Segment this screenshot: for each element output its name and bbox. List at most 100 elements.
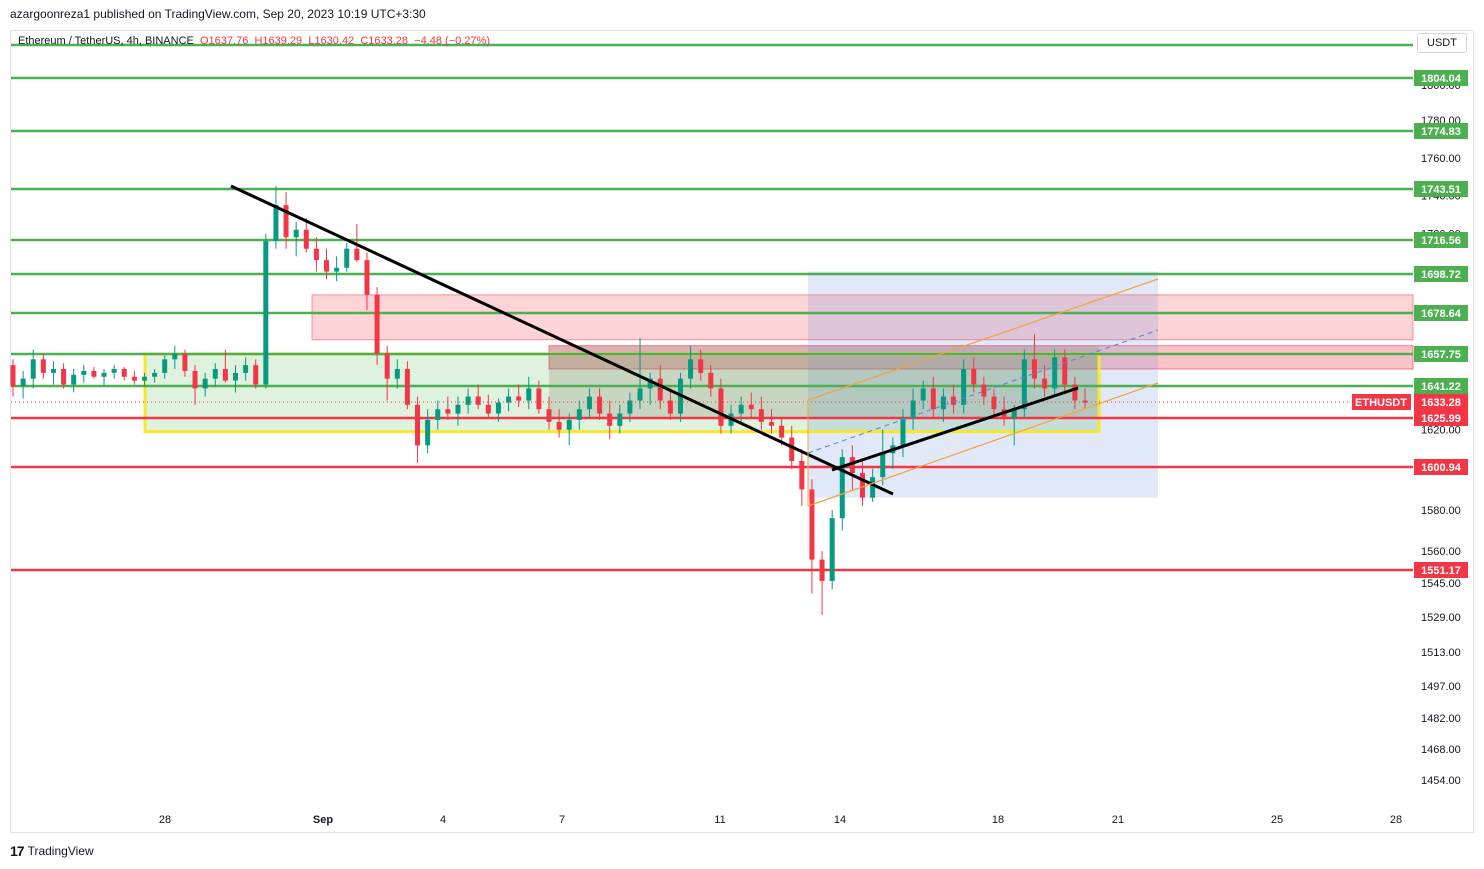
currency-button[interactable]: USDT bbox=[1417, 33, 1467, 53]
price-badge-label: 1657.75 bbox=[1421, 349, 1461, 361]
candle-body bbox=[253, 365, 259, 385]
candle-body bbox=[232, 372, 238, 381]
symbol-tag-label: ETHUSDT bbox=[1355, 397, 1407, 409]
candle-body bbox=[1031, 359, 1037, 379]
candle-body bbox=[283, 205, 289, 238]
brand-name: TradingView bbox=[27, 844, 94, 858]
candle-body bbox=[839, 457, 845, 519]
candle-body bbox=[465, 396, 471, 405]
candle-body bbox=[738, 404, 744, 414]
price-badge-label: 1716.56 bbox=[1421, 235, 1461, 247]
candle-body bbox=[546, 409, 552, 422]
candle-body bbox=[131, 376, 137, 381]
price-badge bbox=[1414, 305, 1468, 321]
candle-body bbox=[273, 205, 279, 242]
price-badge bbox=[1414, 459, 1468, 475]
y-tick-label: 1454.00 bbox=[1421, 775, 1461, 787]
candle-body bbox=[212, 369, 218, 379]
price-badge-label: 1743.51 bbox=[1421, 184, 1461, 196]
candle-body bbox=[971, 369, 977, 385]
uptrend-line bbox=[831, 386, 1079, 472]
legend-low: L1630.42 bbox=[308, 35, 355, 47]
legend-high: H1639.29 bbox=[254, 35, 303, 47]
candle-body bbox=[81, 370, 87, 375]
x-tick-label: 14 bbox=[834, 814, 846, 826]
symbol-legend: Ethereum / TetherUS, 4h, BINANCE O1637.7… bbox=[18, 35, 490, 47]
candle-body bbox=[71, 374, 77, 385]
candle-body bbox=[789, 437, 795, 462]
candle-body bbox=[495, 402, 501, 414]
y-tick-label: 1580.00 bbox=[1421, 505, 1461, 517]
downtrend-line bbox=[230, 184, 894, 496]
candle-body bbox=[1062, 357, 1068, 385]
current-price-label: 1633.28 bbox=[1421, 397, 1461, 409]
candle-body bbox=[1052, 357, 1058, 389]
candle-body bbox=[202, 378, 208, 389]
candle-body bbox=[930, 388, 936, 410]
price-badge-label: 1678.64 bbox=[1421, 308, 1462, 320]
candle-body bbox=[819, 559, 825, 581]
candle-body bbox=[141, 376, 147, 381]
y-tick-label: 1513.00 bbox=[1421, 647, 1461, 659]
candle-body bbox=[506, 396, 512, 403]
candle-body bbox=[667, 400, 673, 414]
candle-body bbox=[334, 267, 340, 272]
y-tick-label: 1620.00 bbox=[1421, 425, 1461, 437]
candle-body bbox=[607, 413, 613, 426]
candle-body bbox=[991, 396, 997, 410]
candle-body bbox=[30, 359, 36, 379]
candle-body bbox=[182, 353, 188, 371]
legend-symbol: Ethereum / TetherUS, 4h, BINANCE bbox=[18, 35, 194, 47]
channel-lower bbox=[807, 382, 1159, 507]
legend-close: C1633.28 bbox=[360, 35, 409, 47]
candle-body bbox=[566, 419, 572, 430]
candle-body bbox=[313, 248, 319, 261]
candle-body bbox=[940, 396, 946, 410]
price-badge bbox=[1414, 123, 1468, 139]
candle-body bbox=[40, 359, 46, 373]
candle-body bbox=[1042, 378, 1048, 389]
legend-open: O1637.76 bbox=[200, 35, 249, 47]
candle-body bbox=[455, 404, 461, 414]
price-badge bbox=[1414, 266, 1468, 282]
price-badge bbox=[1414, 410, 1468, 426]
price-badge bbox=[1414, 562, 1468, 578]
candle-body bbox=[91, 370, 97, 377]
candle-body bbox=[293, 229, 299, 238]
current-price-badge bbox=[1414, 394, 1468, 410]
candle-body bbox=[435, 409, 441, 420]
candle-body bbox=[647, 378, 653, 389]
y-tick-label: 1560.00 bbox=[1421, 546, 1461, 558]
candle-body bbox=[951, 396, 957, 405]
candle-body bbox=[61, 369, 67, 385]
candle-body bbox=[111, 369, 117, 373]
y-tick-label: 1760.00 bbox=[1421, 153, 1461, 165]
candle-body bbox=[920, 388, 926, 401]
footer: 17 TradingView bbox=[10, 843, 94, 859]
candle-body bbox=[870, 477, 876, 498]
candle-body bbox=[961, 369, 967, 405]
candle-body bbox=[192, 370, 198, 389]
legend-change: −4.48 (−0.27%) bbox=[414, 35, 490, 47]
publisher-header: azargoonreza1 published on TradingView.c… bbox=[10, 7, 426, 21]
x-tick-label: 7 bbox=[559, 814, 565, 826]
candle-body bbox=[688, 359, 694, 379]
x-tick-label: Sep bbox=[313, 814, 333, 826]
y-tick-label: 1497.00 bbox=[1421, 681, 1461, 693]
x-tick-label: 21 bbox=[1112, 814, 1124, 826]
channel-midline bbox=[807, 329, 1159, 454]
candle-body bbox=[1021, 359, 1027, 410]
x-tick-label: 25 bbox=[1271, 814, 1283, 826]
candle-body bbox=[910, 400, 916, 418]
candle-body bbox=[394, 369, 400, 379]
tradingview-logo-icon: 17 bbox=[10, 843, 25, 859]
resistance-zone-inner bbox=[548, 345, 1414, 370]
candle-body bbox=[415, 404, 421, 446]
candle-body bbox=[556, 421, 562, 430]
price-badge-label: 1551.17 bbox=[1421, 565, 1461, 577]
candle-body bbox=[829, 518, 835, 581]
candle-body bbox=[222, 369, 228, 381]
candle-body bbox=[718, 388, 724, 426]
symbol-tag bbox=[1352, 394, 1411, 410]
